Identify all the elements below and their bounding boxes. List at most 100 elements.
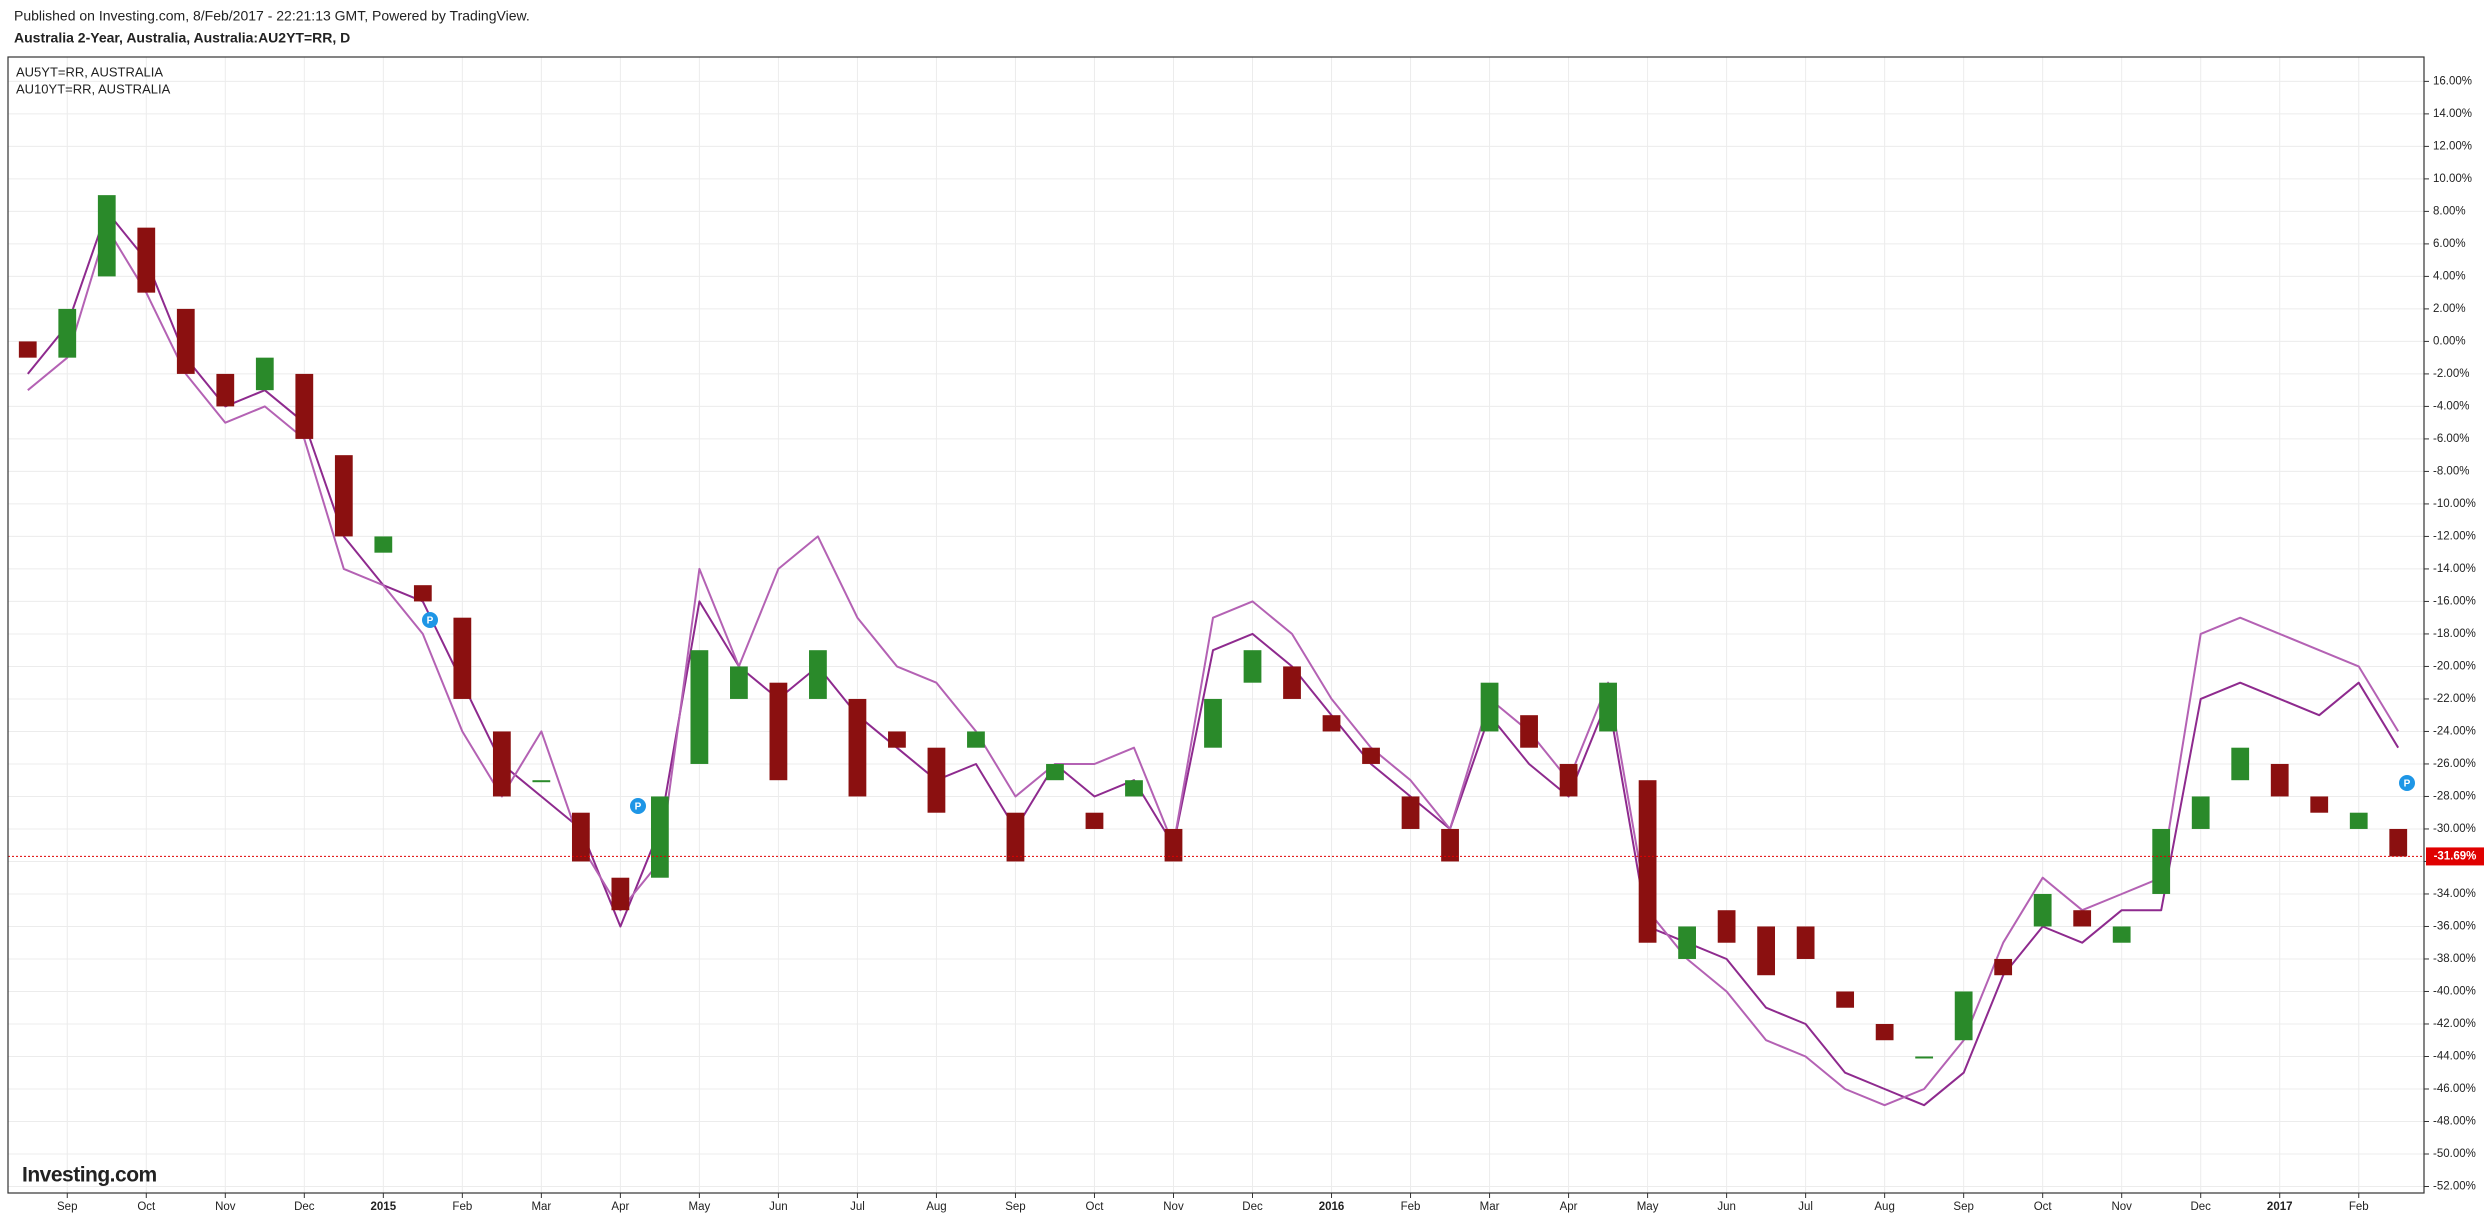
x-tick-label: Apr bbox=[1560, 1201, 1578, 1213]
candle bbox=[611, 877, 630, 911]
candle bbox=[532, 780, 551, 783]
y-tick-label: 8.00% bbox=[2433, 205, 2466, 217]
candle bbox=[1520, 715, 1538, 748]
y-tick-label: -42.00% bbox=[2433, 1018, 2476, 1030]
event-marker bbox=[422, 612, 438, 628]
y-tick-label: 12.00% bbox=[2433, 140, 2472, 152]
x-tick-label: Dec bbox=[2190, 1201, 2211, 1213]
candle bbox=[2073, 910, 2092, 927]
candle bbox=[1638, 780, 1657, 943]
x-tick-label: Oct bbox=[137, 1201, 156, 1213]
candle bbox=[2349, 812, 2368, 829]
y-tick-label: -38.00% bbox=[2433, 953, 2476, 965]
y-tick-label: -22.00% bbox=[2433, 693, 2476, 705]
plot-border bbox=[7, 56, 2425, 1194]
candle bbox=[2033, 893, 2052, 927]
y-tick-label: 4.00% bbox=[2433, 270, 2466, 282]
price-label: -31.69% bbox=[2434, 850, 2477, 862]
y-tick-label: -40.00% bbox=[2433, 986, 2476, 998]
x-tick-label: Aug bbox=[1874, 1201, 1894, 1213]
candle bbox=[1085, 812, 1104, 829]
x-tick-label: Sep bbox=[1953, 1201, 1973, 1213]
candle bbox=[1401, 796, 1420, 829]
x-tick-label: Nov bbox=[1163, 1201, 1184, 1213]
y-tick-label: -26.00% bbox=[2433, 758, 2476, 770]
y-tick-label: 0.00% bbox=[2433, 335, 2466, 347]
y-tick-label: -8.00% bbox=[2433, 465, 2469, 477]
y-tick-label: 14.00% bbox=[2433, 108, 2472, 120]
y-tick-label: -4.00% bbox=[2433, 400, 2469, 412]
candle bbox=[1875, 1023, 1894, 1041]
event-marker-label: P bbox=[635, 802, 642, 813]
candle bbox=[1717, 910, 1736, 943]
x-tick-label: Mar bbox=[1480, 1201, 1500, 1213]
candle bbox=[1006, 812, 1025, 862]
candle bbox=[1796, 926, 1815, 959]
x-tick-label: Feb bbox=[2349, 1201, 2369, 1213]
candle bbox=[2389, 828, 2408, 857]
candle bbox=[967, 731, 985, 748]
y-tick-label: -18.00% bbox=[2433, 628, 2476, 640]
y-tick-label: -10.00% bbox=[2433, 498, 2476, 510]
candle bbox=[492, 731, 511, 797]
y-tick-label: -14.00% bbox=[2433, 563, 2476, 575]
candle bbox=[927, 747, 946, 813]
logo: Investing.com bbox=[22, 1164, 157, 1187]
candle bbox=[2191, 796, 2210, 829]
x-tick-label: 2015 bbox=[371, 1201, 397, 1213]
y-tick-label: 16.00% bbox=[2433, 75, 2472, 87]
candle bbox=[888, 731, 906, 748]
x-tick-label: Jun bbox=[769, 1201, 788, 1213]
y-tick-label: -28.00% bbox=[2433, 790, 2476, 802]
y-tick-label: 6.00% bbox=[2433, 238, 2466, 250]
y-tick-label: 2.00% bbox=[2433, 303, 2466, 315]
y-tick-label: -16.00% bbox=[2433, 595, 2476, 607]
y-tick-label: -52.00% bbox=[2433, 1181, 2476, 1193]
event-marker-label: P bbox=[2404, 779, 2411, 790]
y-tick-label: -30.00% bbox=[2433, 823, 2476, 835]
x-tick-label: Jun bbox=[1717, 1201, 1736, 1213]
candle bbox=[58, 308, 77, 358]
candle bbox=[1559, 763, 1578, 797]
source-line: Published on Investing.com, 8/Feb/2017 -… bbox=[14, 8, 530, 24]
candle bbox=[2270, 763, 2289, 797]
legend-entry: AU10YT=RR, AUSTRALIA bbox=[16, 81, 171, 96]
candle bbox=[1836, 991, 1855, 1008]
plot-area: 16.00% 14.00% 12.00% 10.00% 8.00% 6.00% 4.00% 2… bbox=[8, 57, 2484, 1213]
candle bbox=[334, 455, 353, 537]
candle bbox=[1283, 666, 1301, 699]
series-line bbox=[27, 226, 2400, 1107]
y-tick-label: -44.00% bbox=[2433, 1051, 2476, 1063]
candle bbox=[1164, 828, 1183, 862]
candle bbox=[2112, 926, 2131, 943]
candle bbox=[2152, 828, 2171, 894]
price-label-bg bbox=[2426, 847, 2484, 866]
x-tick-label: Dec bbox=[294, 1201, 315, 1213]
candle bbox=[809, 650, 827, 699]
candle bbox=[295, 373, 314, 439]
candle bbox=[650, 796, 669, 878]
candle bbox=[1994, 958, 2013, 976]
candle bbox=[1046, 763, 1064, 781]
y-tick-label: 10.00% bbox=[2433, 173, 2472, 185]
x-tick-label: Sep bbox=[57, 1201, 77, 1213]
event-marker bbox=[630, 798, 646, 814]
chart-title: Australia 2-Year, Australia, Australia:A… bbox=[14, 30, 350, 46]
x-tick-label: Jul bbox=[1798, 1201, 1813, 1213]
y-tick-label: -46.00% bbox=[2433, 1083, 2476, 1095]
candle bbox=[1915, 1056, 1934, 1059]
candle bbox=[1204, 698, 1222, 748]
y-tick-label: -24.00% bbox=[2433, 725, 2476, 737]
x-tick-label: Feb bbox=[1401, 1201, 1421, 1213]
candle bbox=[2231, 747, 2250, 781]
candle bbox=[413, 585, 432, 602]
y-tick-label: -48.00% bbox=[2433, 1116, 2476, 1128]
event-marker-label: P bbox=[427, 616, 434, 627]
x-tick-label: Sep bbox=[1005, 1201, 1025, 1213]
candle bbox=[216, 373, 235, 407]
candle bbox=[1954, 991, 1973, 1041]
candle bbox=[1243, 650, 1262, 683]
x-tick-label: Nov bbox=[2111, 1201, 2132, 1213]
